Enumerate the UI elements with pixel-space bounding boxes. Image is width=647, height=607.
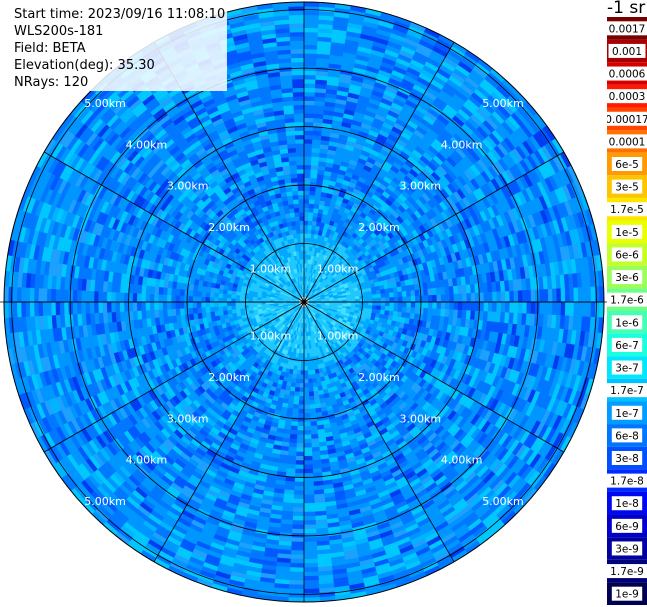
range-ring-label: 3.00km bbox=[399, 180, 441, 193]
azimuth-spoke bbox=[303, 301, 455, 563]
colorbar-tick-label: 0.001 bbox=[612, 46, 642, 58]
colorbar-tick-label: 3e-8 bbox=[615, 453, 639, 465]
colorbar-tick-label: 1.7e-6 bbox=[610, 295, 644, 307]
colorbar-tick-label: 3e-7 bbox=[615, 363, 639, 375]
colorbar-tick-label: 0.00017 bbox=[607, 114, 647, 126]
range-ring-label: 2.00km bbox=[358, 221, 400, 234]
range-ring-label: 5.00km bbox=[482, 97, 524, 110]
start-time-text: Start time: 2023/09/16 11:08:10 bbox=[14, 7, 226, 22]
colorbar-tick-label: 6e-5 bbox=[615, 159, 639, 171]
azimuth-spoke bbox=[303, 301, 565, 453]
azimuth-spoke bbox=[303, 41, 455, 303]
range-ring-label: 5.00km bbox=[84, 97, 126, 110]
range-ring-label: 3.00km bbox=[167, 412, 209, 425]
colorbar-unit-label: -1 sr bbox=[607, 0, 646, 18]
colorbar-tick-label: 0.0001 bbox=[609, 136, 646, 148]
colorbar-tick-label: 0.0003 bbox=[609, 91, 646, 103]
range-ring-label: 4.00km bbox=[126, 138, 168, 151]
range-ring-labels: 1.00km 1.00km 1.00km 1.00km 2.00km 2.00km 2.00… bbox=[84, 97, 524, 508]
range-ring-label: 3.00km bbox=[167, 180, 209, 193]
reflectivity-cells bbox=[4, 2, 604, 602]
colorbar-tick-label: 0.0017 bbox=[609, 23, 646, 35]
colorbar-tick-label: 3e-6 bbox=[615, 272, 639, 284]
azimuth-spoke bbox=[43, 151, 305, 303]
range-ring-label: 4.00km bbox=[441, 138, 483, 151]
field-text: Field: BETA bbox=[14, 41, 86, 56]
colorbar-tick-label: 6e-9 bbox=[615, 521, 639, 533]
colorbar-tick-label: 1.7e-5 bbox=[610, 204, 644, 216]
colorbar-tick-label: 3e-9 bbox=[615, 543, 639, 555]
colorbar-tick-label: 3e-5 bbox=[615, 182, 639, 194]
colorbar-tick-label: 6e-6 bbox=[615, 249, 639, 261]
azimuth-spoke bbox=[153, 301, 305, 563]
azimuth-spokes bbox=[0, 2, 607, 602]
range-ring-label: 5.00km bbox=[84, 495, 126, 508]
colorbar-tick-label: 1e-8 bbox=[615, 498, 639, 510]
colorbar-tick-label: 1e-5 bbox=[615, 227, 639, 239]
colorbar-tick-label: 1e-7 bbox=[615, 408, 639, 420]
colorbar-tick-label: 6e-7 bbox=[615, 340, 639, 352]
colorbar-tick-label: 1e-9 bbox=[615, 589, 639, 601]
colorbar-tick-label: 1.7e-7 bbox=[610, 385, 644, 397]
colorbar-tick-label: 1e-6 bbox=[615, 317, 639, 329]
range-ring-label: 4.00km bbox=[126, 454, 168, 467]
elevation-text: Elevation(deg): 35.30 bbox=[14, 58, 155, 73]
range-ring-label: 1.00km bbox=[317, 330, 359, 343]
colorbar-tick-label: 0.0006 bbox=[609, 69, 646, 81]
range-ring-label: 2.00km bbox=[358, 371, 400, 384]
scan-info-panel: Start time: 2023/09/16 11:08:10 WLS200s-… bbox=[12, 6, 228, 91]
colorbar: 0.0017 0.001 0.0006 0.0003 0.00017 0.0001 6e-5… bbox=[607, 17, 647, 605]
colorbar-tick-label: 1.7e-9 bbox=[610, 566, 644, 578]
range-ring-label: 1.00km bbox=[317, 262, 359, 275]
range-ring-label: 1.00km bbox=[250, 330, 292, 343]
azimuth-spoke bbox=[43, 301, 305, 453]
range-ring-label: 2.00km bbox=[208, 221, 250, 234]
range-ring-label: 1.00km bbox=[250, 262, 292, 275]
colorbar-tick-label: 6e-8 bbox=[615, 430, 639, 442]
azimuth-spoke bbox=[303, 151, 565, 303]
colorbar-tick-label: 1.7e-8 bbox=[610, 476, 644, 488]
range-ring-label: 2.00km bbox=[208, 371, 250, 384]
range-ring-label: 4.00km bbox=[441, 454, 483, 467]
instrument-text: WLS200s-181 bbox=[14, 24, 104, 39]
nrays-text: NRays: 120 bbox=[14, 75, 89, 90]
range-ring-label: 3.00km bbox=[399, 412, 441, 425]
range-ring-label: 5.00km bbox=[482, 495, 524, 508]
